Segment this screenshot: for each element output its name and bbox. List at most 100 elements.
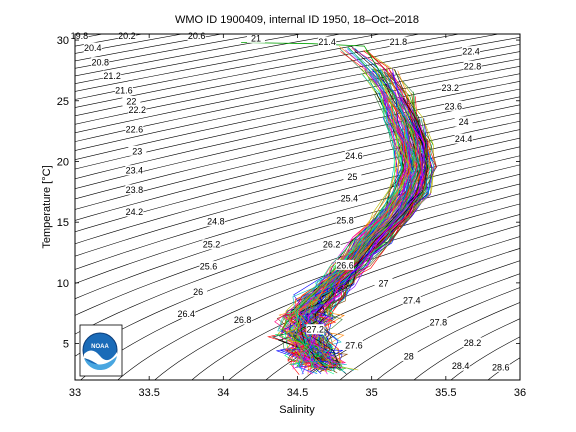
contour-label-bg: [344, 150, 363, 161]
x-tick-label: 36: [514, 387, 526, 399]
y-axis-label: Temperature [°C]: [41, 165, 53, 248]
contour-label: 22.8: [464, 61, 482, 71]
contour-label: 27: [379, 279, 389, 289]
x-tick-label: 33: [69, 387, 81, 399]
contour-line: [75, 34, 422, 100]
contour-label-bg: [125, 165, 144, 176]
y-tick-label: 5: [63, 339, 69, 351]
contour-label-bg: [322, 239, 341, 250]
contour-line: [376, 302, 520, 380]
contour-line: [154, 224, 520, 380]
contour-label: 23: [132, 146, 142, 156]
contour-label-bg: [344, 340, 363, 351]
contour-label: 26.4: [177, 309, 195, 319]
contour-label-bg: [454, 116, 473, 127]
contour-label-bg: [125, 206, 144, 217]
contour-label-bg: [122, 95, 141, 106]
x-tick-label: 35.5: [435, 387, 456, 399]
contour-line: [302, 273, 520, 380]
contour-line: [75, 73, 520, 170]
contour-label-bg: [70, 30, 89, 41]
contour-line: [75, 164, 520, 300]
contour-label-bg: [306, 324, 325, 335]
profile-line: [281, 118, 397, 372]
contour-label: 19.8: [71, 31, 89, 41]
profile-line: [280, 117, 401, 374]
contour-line: [75, 120, 520, 233]
contour-label-bg: [83, 42, 102, 53]
contour-labels: 19.8 20.2 20.6 21 21.4 21.820.420.821.221.622…: [70, 30, 510, 372]
contour-label: 20.2: [118, 31, 136, 41]
contour-line: [75, 81, 520, 180]
contour-label-bg: [103, 70, 122, 81]
contour-label-bg: [177, 308, 196, 319]
x-tick-label: 33.5: [138, 387, 159, 399]
profile-line: [294, 47, 420, 365]
contour-label: 26.6: [336, 260, 354, 270]
profile-line: [304, 72, 426, 362]
contour-label: 22.4: [462, 47, 480, 57]
contour-label-bg: [335, 214, 354, 225]
contour-label: 28: [404, 351, 414, 361]
contour-label-bg: [429, 316, 448, 327]
contour-label: 23.2: [442, 83, 460, 93]
contour-line: [191, 236, 520, 380]
contour-label-bg: [462, 46, 481, 57]
contour-label: 28.2: [464, 338, 482, 348]
contour-label-bg: [128, 104, 147, 115]
profile-line: [308, 119, 429, 368]
logo-text: NOAA: [91, 344, 109, 350]
x-axis-ticks: 33 33.5 34 34.5 35 35.5 36: [69, 34, 526, 399]
contour-label: 25.6: [200, 262, 218, 272]
profile-line: [296, 97, 395, 368]
contour-label-bg: [374, 278, 393, 289]
contour-label: 25: [347, 172, 357, 182]
y-tick-label: 25: [57, 96, 69, 108]
contour-label: 24.4: [455, 134, 473, 144]
contour-line: [75, 112, 520, 221]
contour-label: 27.8: [430, 317, 448, 327]
contour-line: [75, 51, 520, 142]
contour-label-bg: [389, 36, 408, 47]
contour-label-bg: [114, 85, 133, 96]
x-tick-label: 34: [217, 387, 229, 399]
profile-line: [288, 93, 410, 366]
profile-line: [310, 93, 429, 374]
contour-line: [75, 104, 520, 210]
surface-profile-line: [241, 42, 387, 83]
contour-label: 27.2: [307, 325, 325, 335]
contour-label: 24.8: [207, 217, 225, 227]
contour-label-bg: [441, 82, 460, 93]
contour-label-bg: [343, 171, 362, 182]
contour-label: 25.4: [341, 194, 359, 204]
profile-line: [285, 67, 412, 367]
profile-line: [301, 90, 425, 367]
contour-line: [117, 214, 520, 380]
contour-label-bg: [125, 184, 144, 195]
contour-label: 26.8: [234, 315, 252, 325]
contour-label-bg: [463, 337, 482, 348]
contour-line: [75, 137, 520, 257]
contour-line: [265, 260, 520, 380]
x-tick-label: 35: [366, 387, 378, 399]
contour-label: 24: [459, 117, 469, 127]
profile-line: [299, 50, 422, 362]
contour-label: 22.2: [129, 105, 147, 115]
y-tick-label: 30: [57, 35, 69, 47]
contour-label: 22.6: [126, 124, 144, 134]
contour-label-bg: [202, 239, 221, 250]
contour-label: 23.4: [126, 166, 144, 176]
profile-line: [297, 140, 419, 373]
contour-label-bg: [402, 295, 421, 306]
contour-line: [75, 65, 520, 161]
contour-label: 22: [126, 96, 136, 106]
contour-line: [75, 34, 462, 108]
contour-label: 20.4: [84, 43, 102, 53]
contour-line: [75, 37, 520, 125]
y-axis-ticks: 5 10 15 20 25 30: [57, 35, 520, 351]
contour-label: 21.8: [390, 37, 408, 47]
contour-label: 21: [251, 33, 261, 43]
contour-label-bg: [91, 57, 110, 68]
contour-label: 24.6: [345, 151, 363, 161]
